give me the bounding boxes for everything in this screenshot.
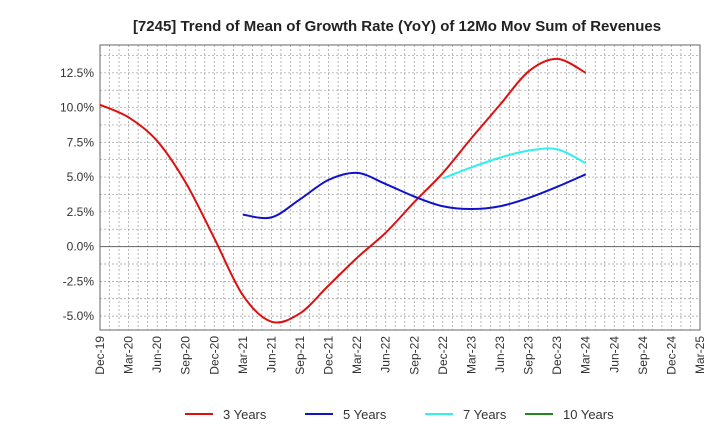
- x-tick-label: Mar-22: [350, 336, 364, 374]
- x-tick-label: Jun-21: [264, 336, 278, 373]
- x-tick-label: Jun-24: [607, 336, 621, 373]
- x-tick-label: Dec-20: [207, 336, 221, 375]
- legend-item-5-years: 5 Years: [305, 407, 387, 422]
- x-tick-label: Jun-22: [379, 336, 393, 373]
- series-line-3-years: [99, 57, 587, 324]
- x-tick-label: Mar-24: [579, 336, 593, 374]
- x-tick-label: Jun-20: [150, 336, 164, 373]
- legend-label: 7 Years: [463, 407, 507, 422]
- x-tick-label: Mar-21: [236, 336, 250, 374]
- x-tick-label: Sep-21: [293, 336, 307, 375]
- y-tick-label: 0.0%: [67, 240, 95, 254]
- legend-label: 10 Years: [563, 407, 614, 422]
- y-tick-label: -5.0%: [63, 309, 95, 323]
- x-tick-label: Dec-24: [664, 336, 678, 375]
- legend: 3 Years 5 Years 7 Years 10 Years: [185, 407, 614, 422]
- x-tick-label: Sep-23: [522, 336, 536, 375]
- x-tick-label: Sep-24: [636, 336, 650, 375]
- chart-title: [7245] Trend of Mean of Growth Rate (YoY…: [133, 18, 661, 35]
- y-tick-label: 2.5%: [67, 205, 95, 219]
- plot-area: [100, 45, 700, 330]
- grid: [99, 45, 700, 330]
- legend-label: 3 Years: [223, 407, 267, 422]
- y-tick-label: 12.5%: [60, 66, 94, 80]
- series-lines: [99, 57, 587, 324]
- y-tick-label: 10.0%: [60, 101, 94, 115]
- x-tick-label: Dec-19: [93, 336, 107, 375]
- legend-item-10-years: 10 Years: [525, 407, 614, 422]
- y-tick-label: 5.0%: [67, 170, 95, 184]
- axes: 12.5% 10.0% 7.5% 5.0% 2.5% 0.0% -2.5% -5.0% Dec-…: [60, 44, 707, 375]
- series-line-7-years: [442, 147, 587, 180]
- y-tick-label: -2.5%: [63, 274, 95, 288]
- x-tick-label: Mar-23: [464, 336, 478, 374]
- x-tick-label: Mar-20: [122, 336, 136, 374]
- plot-frame: [99, 44, 701, 331]
- x-tick-label: Jun-23: [493, 336, 507, 373]
- legend-item-7-years: 7 Years: [425, 407, 507, 422]
- series-line-5-years: [242, 171, 587, 220]
- x-tick-label: Dec-22: [436, 336, 450, 375]
- x-tick-label: Mar-25: [693, 336, 707, 374]
- legend-item-3-years: 3 Years: [185, 407, 267, 422]
- x-tick-label: Dec-23: [550, 336, 564, 375]
- x-tick-label: Dec-21: [322, 336, 336, 375]
- x-tick-label: Sep-20: [179, 336, 193, 375]
- y-tick-label: 7.5%: [67, 135, 95, 149]
- x-tick-label: Sep-22: [407, 336, 421, 375]
- legend-label: 5 Years: [343, 407, 387, 422]
